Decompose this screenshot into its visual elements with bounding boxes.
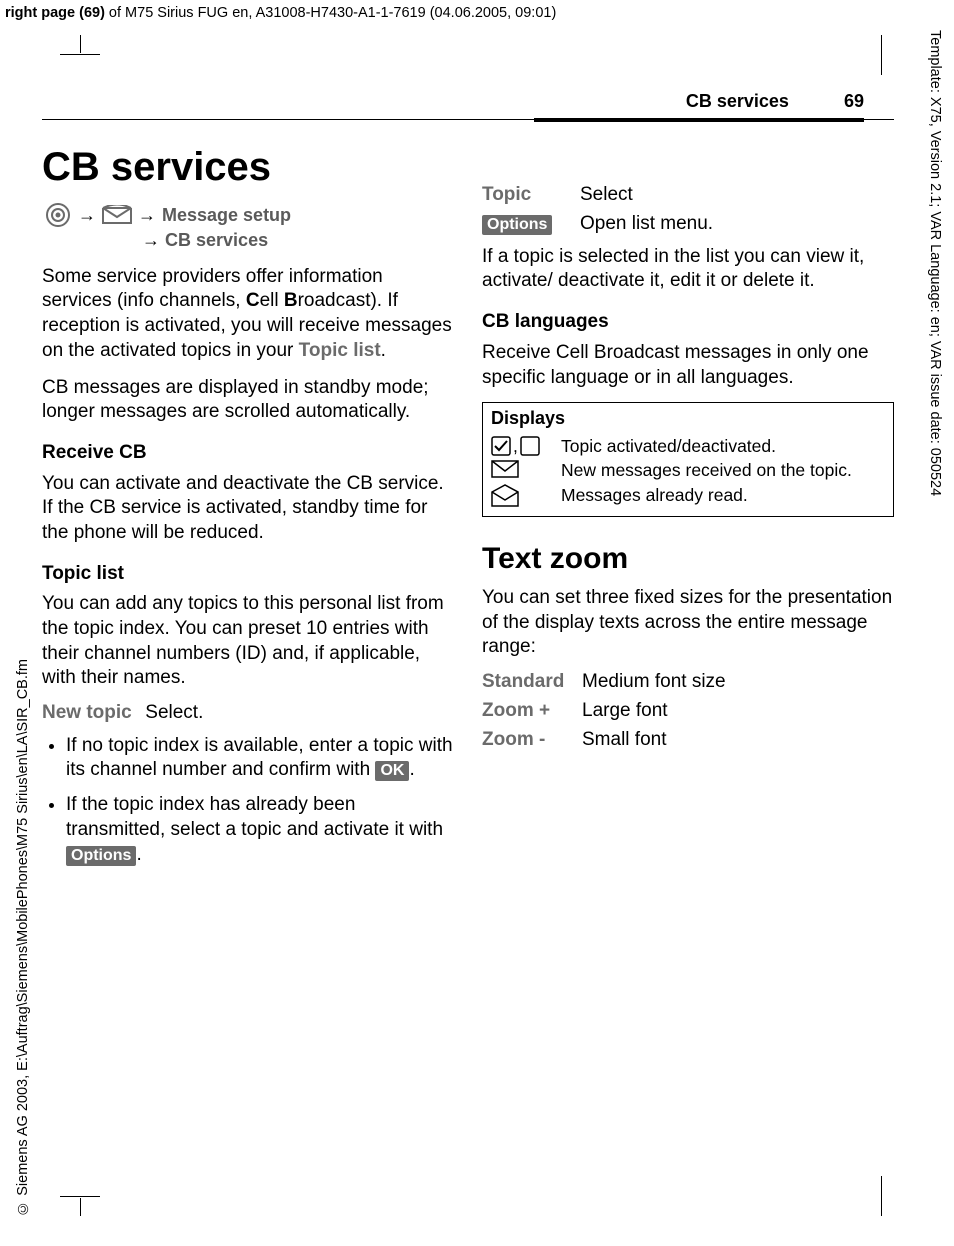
displays-heading: Displays <box>491 407 885 430</box>
text: ell <box>260 290 284 311</box>
new-topic-row: New topic Select. <box>42 701 454 726</box>
crop-mark <box>80 1198 81 1216</box>
checkbox-icons: , <box>491 435 561 458</box>
display-row-3: Messages already read. <box>491 484 885 508</box>
right-vertical-meta: Template: X75, Version 2.1; VAR Language… <box>925 30 944 496</box>
bold-c: C <box>246 290 260 311</box>
nav-path: → → Message setup <box>44 201 454 229</box>
crop-mark <box>60 1196 100 1197</box>
page-title: CB services <box>42 141 454 193</box>
zoom-minus-value: Small font <box>582 728 666 753</box>
cb-languages-heading: CB languages <box>482 310 894 335</box>
display-row-1: , Topic activated/deactivated. <box>491 435 885 458</box>
bullet-1: If no topic index is available, enter a … <box>66 734 454 783</box>
display-row-3-text: Messages already read. <box>561 484 748 507</box>
topic-row: Topic Select <box>482 183 894 208</box>
arrow-icon: → <box>138 204 156 227</box>
top-meta-bold: right page (69) <box>5 5 105 21</box>
options-row: Options Open list menu. <box>482 212 894 237</box>
intro-paragraph-2: CB messages are displayed in standby mod… <box>42 376 454 425</box>
zoom-row-plus: Zoom + Large font <box>482 699 894 724</box>
zoom-minus-label: Zoom - <box>482 728 582 753</box>
topic-list-label: Topic list <box>299 340 381 361</box>
arrow-icon: → <box>142 230 160 250</box>
head-rule-thick <box>534 118 864 122</box>
bullet-list: If no topic index is available, enter a … <box>42 734 454 867</box>
envelope-icon <box>102 205 132 225</box>
nav-path-2: → CB services <box>142 229 454 252</box>
running-section: CB services <box>686 91 789 111</box>
display-row-2: New messages received on the topic. <box>491 459 885 482</box>
text: If the topic index has already been tran… <box>66 794 443 840</box>
comma: , <box>513 435 518 458</box>
crop-mark <box>881 35 882 75</box>
if-paragraph: If a topic is selected in the list you c… <box>482 245 894 294</box>
crop-mark <box>80 35 81 53</box>
new-topic-label: New topic <box>42 701 140 726</box>
zoom-plus-label: Zoom + <box>482 699 582 724</box>
new-topic-value: Select. <box>145 702 203 723</box>
cb-languages-body: Receive Cell Broadcast messages in only … <box>482 341 894 390</box>
target-icon <box>44 201 72 229</box>
arrow-icon: → <box>78 204 96 227</box>
bullet-2: If the topic index has already been tran… <box>66 793 454 867</box>
crop-mark <box>881 1176 882 1216</box>
zoom-row-minus: Zoom - Small font <box>482 728 894 753</box>
right-column: Topic Select Options Open list menu. If … <box>482 137 894 877</box>
zoom-standard-label: Standard <box>482 670 582 695</box>
top-meta-label: right page (69) of M75 Sirius FUG en, A3… <box>5 4 556 23</box>
zoom-standard-value: Medium font size <box>582 670 726 695</box>
options-key: Options <box>66 846 136 866</box>
topic-list-heading: Topic list <box>42 562 454 587</box>
options-value: Open list menu. <box>580 212 713 237</box>
zoom-plus-value: Large font <box>582 699 668 724</box>
envelope-closed-icon <box>491 459 561 479</box>
display-row-2-text: New messages received on the topic. <box>561 459 852 482</box>
text-zoom-body: You can set three fixed sizes for the pr… <box>482 586 894 660</box>
bold-b: B <box>284 290 298 311</box>
top-meta-rest: of M75 Sirius FUG en, A31008-H7430-A1-1-… <box>105 5 556 21</box>
topic-label: Topic <box>482 183 580 208</box>
display-row-1-text: Topic activated/deactivated. <box>561 435 776 458</box>
text: . <box>409 759 414 780</box>
displays-box: Displays , Topic activated/deactivated. … <box>482 402 894 517</box>
envelope-open-icon <box>491 484 561 508</box>
intro-paragraph-1: Some service providers offer information… <box>42 265 454 364</box>
text: . <box>381 340 386 361</box>
crop-mark <box>80 35 100 55</box>
ok-key: OK <box>375 761 409 781</box>
options-key: Options <box>482 215 552 235</box>
receive-cb-heading: Receive CB <box>42 441 454 466</box>
left-vertical-meta: © Siemens AG 2003, E:\Auftrag\Siemens\Mo… <box>14 659 33 1216</box>
text: . <box>136 844 141 865</box>
zoom-row-standard: Standard Medium font size <box>482 670 894 695</box>
nav-cb-services: CB services <box>165 230 268 250</box>
topic-list-body: You can add any topics to this personal … <box>42 592 454 691</box>
running-head: CB services 69 <box>42 90 894 113</box>
page-content: CB services 69 CB services → → Message s… <box>42 90 894 877</box>
left-column: CB services → → Message setup → CB servi… <box>42 137 454 877</box>
receive-cb-body: You can activate and deactivate the CB s… <box>42 472 454 546</box>
running-page-number: 69 <box>844 91 864 111</box>
nav-message-setup: Message setup <box>162 204 291 227</box>
head-rule <box>42 119 894 123</box>
topic-value: Select <box>580 183 633 208</box>
text-zoom-heading: Text zoom <box>482 539 894 578</box>
